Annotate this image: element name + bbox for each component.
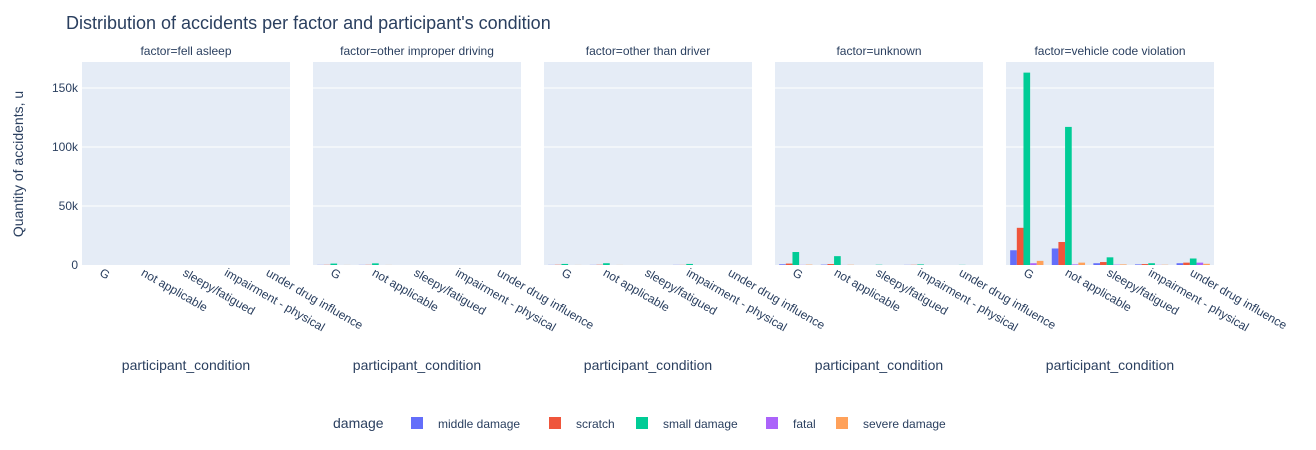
bar [1065,126,1072,265]
facet-title: factor=other than driver [586,44,710,58]
legend: damage middle damage scratch small damage f… [333,415,946,431]
facet-title: factor=unknown [836,44,921,58]
facet-title: factor=other improper driving [340,44,494,58]
bar [1176,263,1184,265]
bar [603,263,610,265]
bar [1036,260,1044,265]
facet-title: factor=fell asleep [140,44,231,58]
x-axis-title: participant_condition [353,357,481,373]
y-axis-title: Quantity of accidents, u [10,91,26,237]
legend-label: middle damage [438,417,520,431]
bar [1134,264,1142,265]
legend-swatch [836,417,848,429]
bar [1051,248,1059,265]
plot-background [313,62,521,265]
x-axis-title: participant_condition [815,357,943,373]
x-tick-label: G [97,265,112,282]
bar [561,263,569,265]
legend-item[interactable]: scratch [549,417,615,431]
bar [1100,262,1107,265]
legend-item[interactable]: severe damage [836,417,946,431]
bar [1023,72,1031,266]
bar [1016,227,1024,265]
legend-swatch [549,417,561,429]
bar [1183,262,1190,265]
bar [1078,262,1086,265]
y-tick-label: 100k [52,140,79,154]
bar [917,264,924,265]
bar [1196,262,1204,265]
bar [1071,264,1079,265]
x-tick-label: G [790,265,805,282]
chart-title: Distribution of accidents per factor and… [66,13,551,33]
legend-label: scratch [576,417,615,431]
bar [372,263,379,265]
x-axis-title: participant_condition [1046,357,1174,373]
bar [1030,263,1037,265]
bar [1093,263,1101,265]
legend-item[interactable]: middle damage [411,417,520,431]
legend-label: severe damage [863,417,946,431]
bar [792,252,800,265]
x-axis-title: participant_condition [584,357,712,373]
bar [1141,264,1149,265]
y-tick-label: 50k [59,199,79,213]
bar [1106,257,1114,265]
bar [1010,250,1017,265]
legend-swatch [411,417,423,429]
bar [827,264,835,265]
bar [1148,263,1155,265]
legend-title: damage [333,415,384,431]
plot-background [82,62,290,265]
bar [330,263,338,265]
y-tick-label: 150k [52,81,79,95]
legend-item[interactable]: small damage [636,417,738,431]
x-axis-title: participant_condition [122,357,250,373]
bar [686,263,693,265]
x-tick-label: G [328,265,343,282]
y-tick-label: 0 [71,258,78,272]
bar [1058,241,1066,265]
legend-swatch [766,417,778,429]
plot-background [1006,62,1214,265]
legend-swatch [636,417,648,429]
facet-title: factor=vehicle code violation [1034,44,1185,58]
bar [785,263,793,265]
bar [779,264,786,265]
legend-item[interactable]: fatal [766,417,816,431]
bar [1203,263,1210,265]
x-tick-label: G [1021,265,1036,282]
bar [1119,264,1127,265]
legend-label: fatal [793,417,816,431]
plot-background [544,62,752,265]
bar [834,256,841,265]
legend-label: small damage [663,417,738,431]
x-tick-label: G [559,265,574,282]
plot-background [775,62,983,265]
bar [1189,258,1197,265]
